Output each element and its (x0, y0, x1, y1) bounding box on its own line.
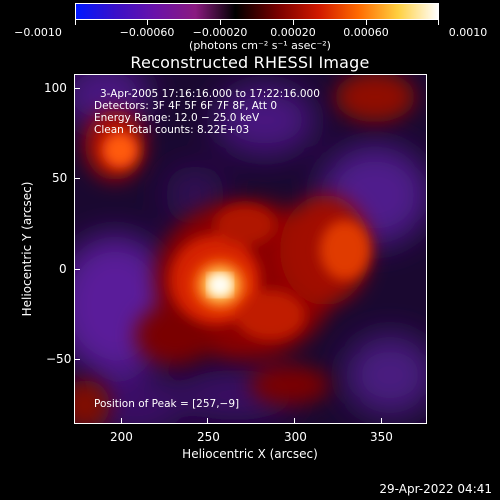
info-time-range: 3-Apr-2005 17:16:16.000 to 17:22:16.000 (100, 88, 320, 100)
y-tick-label: 50 (52, 171, 68, 185)
colorbar-tick-label: 0.0010 (448, 26, 488, 39)
peak-position-label: Position of Peak = [257,−9] (94, 398, 240, 410)
info-energy-range: Energy Range: 12.0 − 25.0 keV (94, 112, 260, 124)
y-axis-label: Heliocentric Y (arcsec) (20, 181, 34, 317)
colorbar-tick-label: 0.00020 (270, 26, 316, 39)
colorbar-tick (147, 20, 148, 25)
y-tick-label: −50 (46, 352, 72, 366)
x-tick (294, 418, 295, 424)
plot-area (74, 74, 427, 424)
x-tick-label: 250 (197, 430, 220, 444)
y-tick (74, 269, 80, 270)
x-tick-label: 350 (370, 430, 393, 444)
x-tick-label: 300 (284, 430, 307, 444)
plot-title: Reconstructed RHESSI Image (130, 53, 370, 72)
colorbar-tick-label: −0.00060 (119, 26, 175, 39)
x-tick-label: 200 (110, 430, 133, 444)
y-tick (74, 359, 80, 360)
info-clean-counts: Clean Total counts: 8.22E+03 (94, 124, 250, 136)
x-tick (121, 418, 122, 424)
colorbar-tick (220, 20, 221, 25)
colorbar-tick (366, 20, 367, 25)
y-tick (74, 88, 80, 89)
colorbar-tick-label: −0.0010 (14, 26, 62, 39)
y-tick (74, 178, 80, 179)
y-tick-label: 100 (44, 81, 67, 95)
colorbar-tick-label: 0.00060 (343, 26, 389, 39)
heatmap-image (75, 75, 426, 423)
y-tick-label: 0 (59, 262, 67, 276)
colorbar (75, 3, 439, 20)
colorbar-tick (293, 20, 294, 25)
x-tick (381, 418, 382, 424)
footer-timestamp: 29-Apr-2022 04:41 (379, 482, 492, 496)
colorbar-tick (438, 20, 439, 25)
colorbar-tick-label: −0.00020 (192, 26, 248, 39)
x-tick (207, 418, 208, 424)
colorbar-tick (75, 20, 76, 25)
info-detectors: Detectors: 3F 4F 5F 6F 7F 8F, Att 0 (94, 100, 278, 112)
colorbar-units: (photons cm⁻² s⁻¹ asec⁻²) (189, 39, 331, 52)
x-axis-label: Heliocentric X (arcsec) (182, 447, 318, 461)
